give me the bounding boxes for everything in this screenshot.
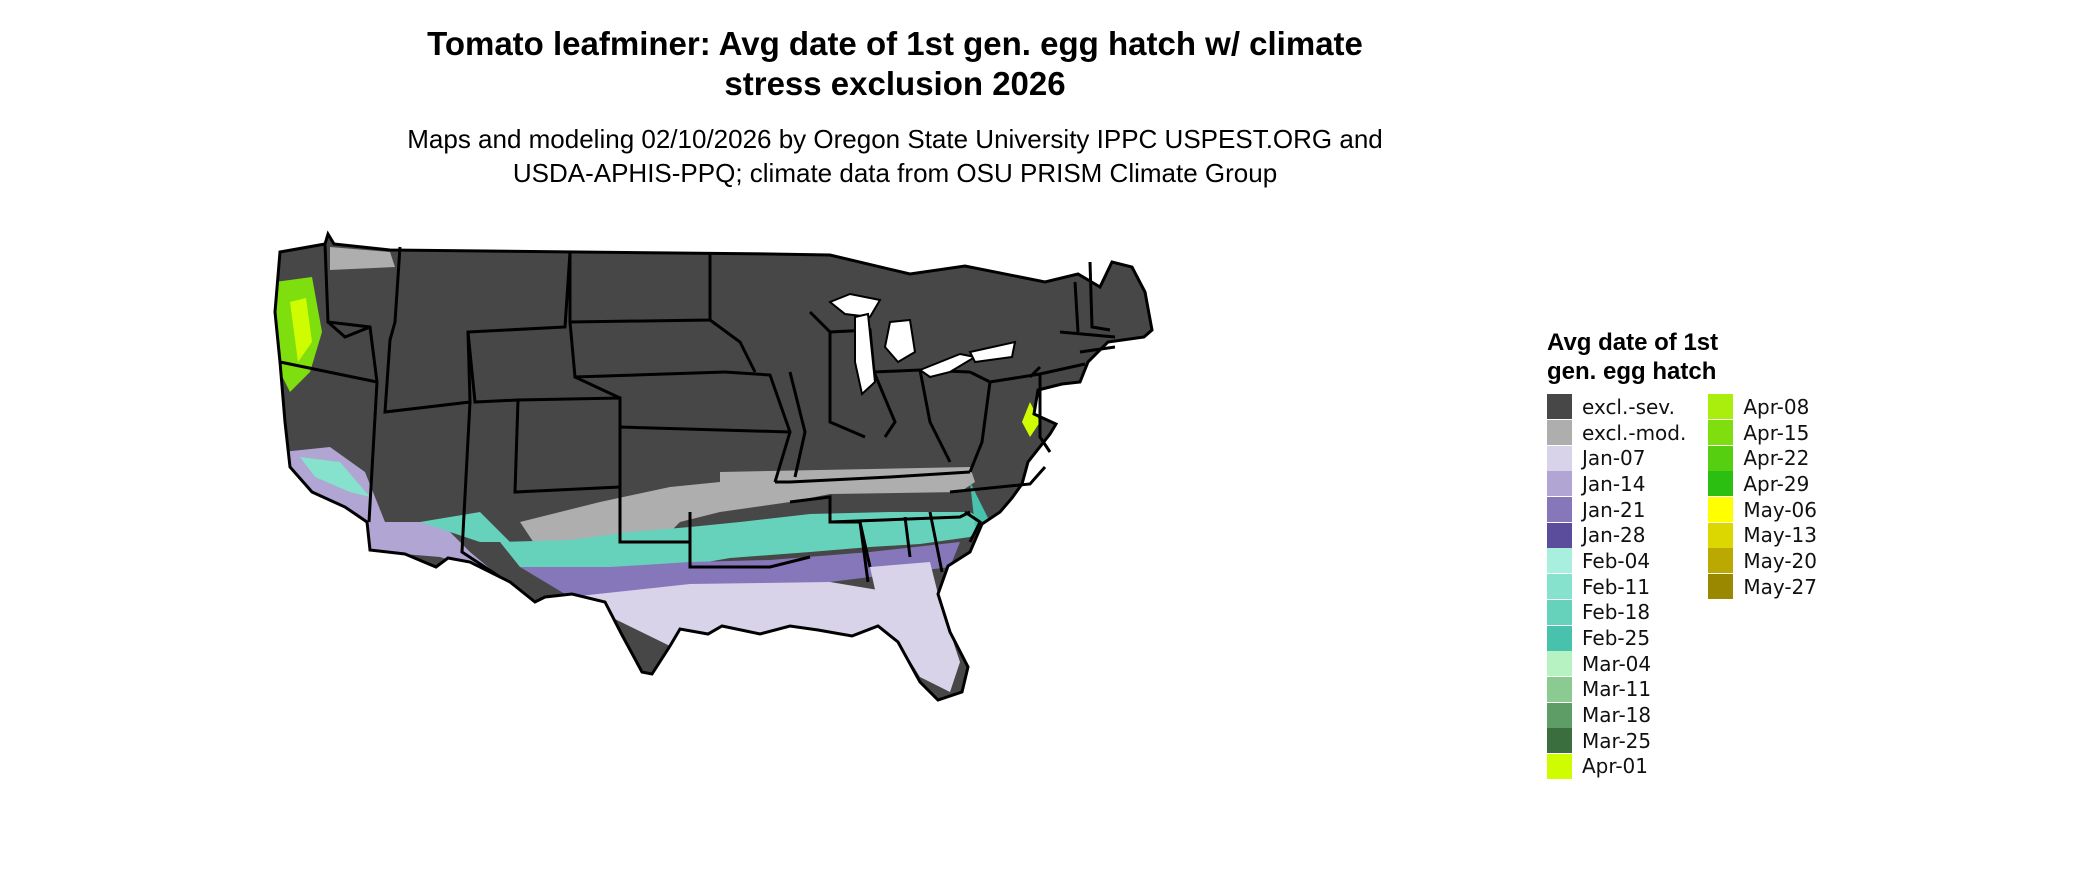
legend-item: excl.-mod. — [1547, 420, 1686, 446]
legend: Avg date of 1st gen. egg hatch excl.-sev… — [1547, 328, 1817, 779]
legend-label: Mar-25 — [1582, 728, 1652, 753]
legend-item: Jan-07 — [1547, 445, 1686, 471]
legend-item: Apr-08 — [1708, 394, 1817, 420]
legend-label: Feb-04 — [1582, 548, 1651, 573]
us-map — [270, 222, 1520, 892]
header: Tomato leafminer: Avg date of 1st gen. e… — [300, 24, 1490, 190]
legend-item: Jan-14 — [1547, 471, 1686, 497]
legend-swatch — [1708, 574, 1734, 600]
legend-item: Mar-25 — [1547, 728, 1686, 754]
legend-item: Apr-01 — [1547, 753, 1686, 780]
legend-label: Apr-01 — [1582, 754, 1648, 779]
legend-swatch — [1547, 548, 1572, 574]
legend-label: Feb-11 — [1582, 574, 1651, 599]
us-map-svg — [273, 232, 1154, 702]
legend-column-2: Apr-08 Apr-15 Apr-22 Apr-29 May-06 May-13 May-… — [1708, 394, 1817, 779]
legend-swatch — [1547, 676, 1572, 702]
legend-label: Feb-25 — [1582, 626, 1651, 651]
legend-swatch — [1708, 522, 1734, 548]
legend-label: Apr-22 — [1743, 446, 1810, 471]
legend-swatch — [1547, 625, 1572, 651]
legend-label: Feb-18 — [1582, 600, 1651, 625]
legend-label: excl.-sev. — [1582, 394, 1675, 419]
legend-swatch — [1708, 471, 1734, 497]
map-subtitle: Maps and modeling 02/10/2026 by Oregon S… — [407, 124, 1383, 188]
legend-item: Jan-21 — [1547, 497, 1686, 523]
legend-label: May-13 — [1743, 523, 1818, 548]
legend-label: excl.-mod. — [1582, 420, 1687, 445]
legend-label: Mar-04 — [1582, 651, 1652, 676]
legend-item: Apr-29 — [1708, 471, 1817, 497]
legend-label: Apr-29 — [1743, 471, 1810, 496]
legend-item: May-20 — [1708, 548, 1817, 574]
legend-label: Apr-15 — [1743, 420, 1810, 445]
legend-label: Jan-21 — [1582, 497, 1646, 522]
great-lakes — [828, 292, 1017, 396]
legend-swatch — [1547, 702, 1572, 728]
legend-item: Mar-18 — [1547, 702, 1686, 728]
legend-label: Jan-28 — [1582, 523, 1646, 548]
legend-label: May-06 — [1743, 497, 1818, 522]
legend-item: Apr-15 — [1708, 420, 1817, 446]
legend-label: May-27 — [1743, 574, 1818, 599]
legend-item: Apr-22 — [1708, 445, 1817, 471]
legend-item: May-06 — [1708, 497, 1817, 523]
legend-item: Jan-28 — [1547, 522, 1686, 548]
legend-item: Feb-11 — [1547, 574, 1686, 600]
legend-item: May-27 — [1708, 574, 1817, 600]
legend-label: Jan-07 — [1582, 446, 1646, 471]
legend-swatch — [1547, 471, 1572, 497]
legend-swatch — [1708, 420, 1734, 446]
legend-item: Mar-04 — [1547, 651, 1686, 677]
legend-swatch — [1547, 599, 1572, 625]
legend-item: Feb-25 — [1547, 625, 1686, 651]
legend-swatch — [1547, 497, 1572, 523]
legend-swatch — [1547, 753, 1572, 779]
legend-swatch — [1547, 445, 1572, 471]
legend-swatch — [1547, 522, 1572, 548]
legend-item: Mar-11 — [1547, 676, 1686, 703]
legend-swatch — [1547, 574, 1572, 600]
legend-item: Feb-04 — [1547, 548, 1686, 574]
legend-swatch — [1708, 445, 1734, 471]
legend-label: Jan-14 — [1582, 471, 1646, 496]
legend-swatch — [1547, 420, 1572, 446]
legend-swatch — [1708, 548, 1734, 574]
legend-swatch — [1547, 394, 1572, 420]
legend-swatch — [1547, 651, 1572, 677]
legend-item: May-13 — [1708, 522, 1817, 548]
legend-swatch — [1708, 497, 1734, 523]
legend-swatch — [1708, 394, 1734, 420]
legend-label: May-20 — [1743, 548, 1818, 573]
legend-label: Mar-18 — [1582, 703, 1652, 728]
legend-column-1: excl.-sev. excl.-mod. Jan-07 Jan-14 Jan-21 Ja… — [1547, 394, 1686, 779]
legend-label: Mar-11 — [1582, 677, 1652, 702]
legend-swatch — [1547, 728, 1572, 754]
map-title: Tomato leafminer: Avg date of 1st gen. e… — [427, 25, 1363, 102]
legend-item: Feb-18 — [1547, 599, 1686, 626]
legend-item: excl.-sev. — [1547, 394, 1686, 420]
legend-label: Apr-08 — [1743, 394, 1810, 419]
legend-title: Avg date of 1st gen. egg hatch — [1547, 329, 1719, 385]
